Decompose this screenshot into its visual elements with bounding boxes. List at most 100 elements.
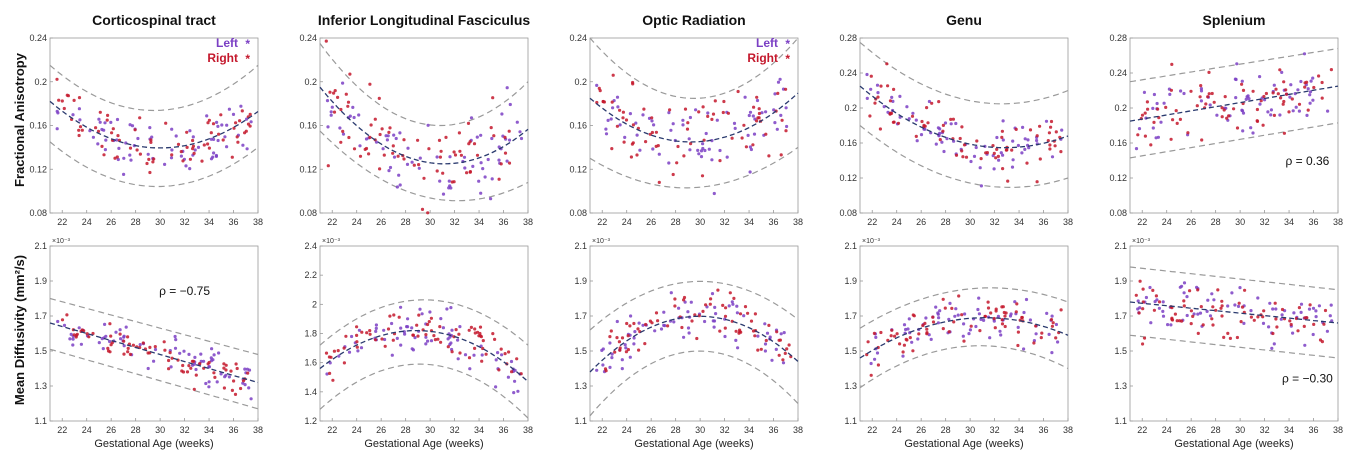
data-point-left [406,146,410,150]
x-tick-label: 30 [1235,425,1245,435]
data-point-left [927,99,932,104]
data-point-left [215,120,219,124]
data-point-left [439,317,443,321]
data-point-left [1149,321,1153,325]
data-point-left [193,355,197,359]
data-point-right [673,297,677,301]
data-point-right [243,131,247,135]
data-point-left [399,343,403,347]
data-point-right [1157,300,1162,304]
data-point-right [1169,137,1173,141]
data-point-left [1236,304,1241,308]
data-point-right [194,373,198,377]
x-tick-label: 38 [1063,425,1073,435]
data-point-left [329,110,333,114]
data-point-left [652,123,656,127]
panel-title: Optic Radiation [642,12,745,28]
data-point-right [435,169,439,173]
data-point-left [686,310,690,314]
data-point-right [1189,322,1193,326]
data-point-right [347,135,351,140]
data-point-right [985,151,990,155]
x-tick-label: 30 [155,217,165,227]
data-point-right [1053,144,1057,148]
data-point-left [772,108,776,112]
x-tick-label: 24 [352,425,362,435]
data-point-left [1233,303,1237,307]
data-point-left [1299,79,1303,84]
data-point-left [890,95,894,99]
data-point-left [406,325,410,329]
x-tick-label: 22 [57,217,67,227]
data-point-right [1149,143,1153,147]
data-point-left [71,337,75,341]
data-point-left [109,120,113,124]
data-point-right [656,319,660,323]
data-point-right [87,335,91,339]
data-point-right [207,118,211,122]
data-point-right [736,89,740,94]
data-point-left [1299,302,1304,306]
data-point-right [1047,131,1051,135]
data-point-left [1325,329,1329,333]
axis-exponent: ×10⁻³ [862,238,881,245]
upper-band-curve [319,43,529,127]
data-point-right [360,330,364,334]
data-point-left [239,104,243,108]
data-point-left [392,133,396,137]
x-tick-label: 36 [499,217,509,227]
x-tick-label: 32 [180,425,190,435]
data-point-right [1039,336,1043,340]
legend-right-label: Right [747,51,778,65]
data-point-left [1249,126,1253,130]
data-point-right [738,312,743,316]
data-point-right [723,314,728,318]
data-point-left [1307,307,1312,311]
data-point-left [671,122,675,126]
data-point-right [402,138,406,142]
data-point-left [479,161,483,165]
data-point-right [685,127,690,131]
data-point-right [491,332,495,336]
data-point-left [968,328,973,332]
data-point-left [779,332,783,336]
data-point-right [743,305,748,309]
data-point-left [746,133,750,137]
data-point-left [426,339,430,343]
x-tick-label: 38 [253,425,263,435]
data-point-left [938,309,942,313]
y-tick-label: 0.12 [299,164,317,174]
y-tick-label: 2.4 [304,241,317,251]
lower-band-curve [859,345,1069,389]
plot-frame [859,245,1069,422]
data-point-left [763,349,768,353]
data-point-left [1182,291,1186,295]
data-point-right [491,96,495,100]
data-point-left [1001,153,1005,157]
data-point-left [743,95,747,99]
data-point-left [751,114,755,118]
data-point-left [418,156,422,160]
fit-curve [319,329,529,383]
data-point-right [1002,310,1006,315]
data-point-left [77,326,81,330]
data-point-right [767,323,771,327]
data-point-right [1289,322,1293,327]
data-point-right [412,163,416,167]
data-point-left [875,83,880,87]
data-point-left [755,98,760,103]
data-point-left [207,380,211,384]
data-point-left [1242,321,1246,325]
data-point-right [368,329,372,333]
data-point-right [378,132,382,137]
y-tick-label: 2 [312,299,317,309]
data-point-left [104,138,108,142]
data-point-left [163,162,167,166]
data-point-left [429,339,434,343]
data-point-right [402,157,406,161]
data-point-right [1173,312,1177,316]
axis-exponent: ×10⁻³ [322,238,341,245]
data-point-left [712,325,716,329]
data-point-left [1156,135,1160,139]
data-point-right [697,110,701,114]
